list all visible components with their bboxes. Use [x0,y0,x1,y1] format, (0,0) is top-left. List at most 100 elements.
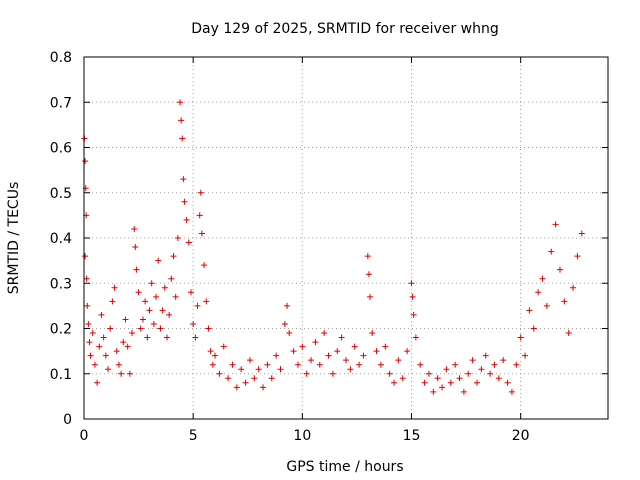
data-point [565,330,572,337]
y-tick-label: 0.7 [50,95,72,111]
data-point [412,334,419,341]
data-point [146,307,153,314]
data-point [196,212,203,219]
y-tick-label: 0.1 [50,367,72,383]
data-point [556,266,563,273]
data-point [382,343,389,350]
data-point [487,370,494,377]
data-point [105,366,112,373]
data-point [578,230,585,237]
data-point [561,298,568,305]
data-point [539,275,546,282]
data-point [456,375,463,382]
data-point [325,352,332,359]
data-point [111,284,118,291]
data-point [166,311,173,318]
data-point [570,284,577,291]
data-point [474,379,480,386]
data-point [273,352,280,359]
data-point [179,135,186,142]
y-axis-label: SRMTID / TECUs [6,182,22,295]
data-point [281,320,288,327]
data-point [513,361,520,368]
data-points [81,99,585,395]
data-point [430,388,437,395]
data-point [404,348,411,355]
data-point [139,316,146,323]
data-point [425,370,432,377]
data-point [447,379,454,386]
data-point [118,370,125,377]
axes: 0 0.1 0.2 0.3 0.4 0.5 0.6 0.7 0.8 0 5 10 15 20 [50,50,608,444]
data-point [356,361,363,368]
data-point [209,361,216,368]
data-point [225,375,232,382]
data-point [233,384,240,391]
data-point [174,235,181,241]
data-point [161,284,168,291]
data-point [478,366,485,373]
data-point [198,230,205,237]
data-point [469,357,476,364]
data-point [286,330,293,337]
data-point [82,158,89,165]
data-point [229,361,236,368]
x-tick-label: 10 [293,428,311,444]
data-point [190,320,197,327]
data-point [574,253,581,260]
data-point [137,325,144,332]
data-point [500,357,507,364]
data-point [535,289,542,296]
data-point [194,302,201,309]
data-point [168,275,175,282]
data-point [187,289,194,296]
data-point [251,375,258,382]
data-point [260,384,267,391]
data-point [369,330,376,337]
y-tick-label: 0.5 [50,186,72,202]
data-point [142,298,149,305]
y-tick-label: 0.6 [50,141,72,157]
data-point [434,375,441,382]
data-point [238,366,245,373]
data-point [294,361,301,368]
data-point [126,370,133,377]
data-point [439,384,446,391]
data-point [170,253,177,260]
data-point [212,352,218,359]
y-tick-label: 0 [63,412,72,428]
data-point [308,357,315,364]
data-point [131,225,138,232]
data-point [465,370,472,377]
x-tick-label: 15 [403,428,421,444]
data-point [264,361,271,368]
data-point [135,289,142,296]
data-point [96,343,103,350]
data-point [83,275,90,282]
data-point [98,311,105,318]
data-point [408,280,415,287]
data-point [460,388,467,395]
data-point [334,348,341,355]
grid [83,56,608,420]
data-point [246,357,253,364]
data-point [360,352,367,359]
data-point [386,370,393,377]
data-point [94,379,101,386]
data-point [89,330,96,337]
data-point [172,293,179,300]
data-point [517,334,524,341]
data-point [277,366,284,373]
data-point [115,361,122,368]
data-point [351,343,358,350]
chart-title: Day 129 of 2025, SRMTID for receiver whn… [191,21,499,37]
data-point [399,375,406,382]
y-tick-label: 0.3 [50,276,72,292]
data-point [365,271,372,278]
data-point [216,370,223,377]
data-point [122,316,129,323]
data-point [284,302,291,309]
data-point [109,298,116,305]
data-point [87,352,94,359]
